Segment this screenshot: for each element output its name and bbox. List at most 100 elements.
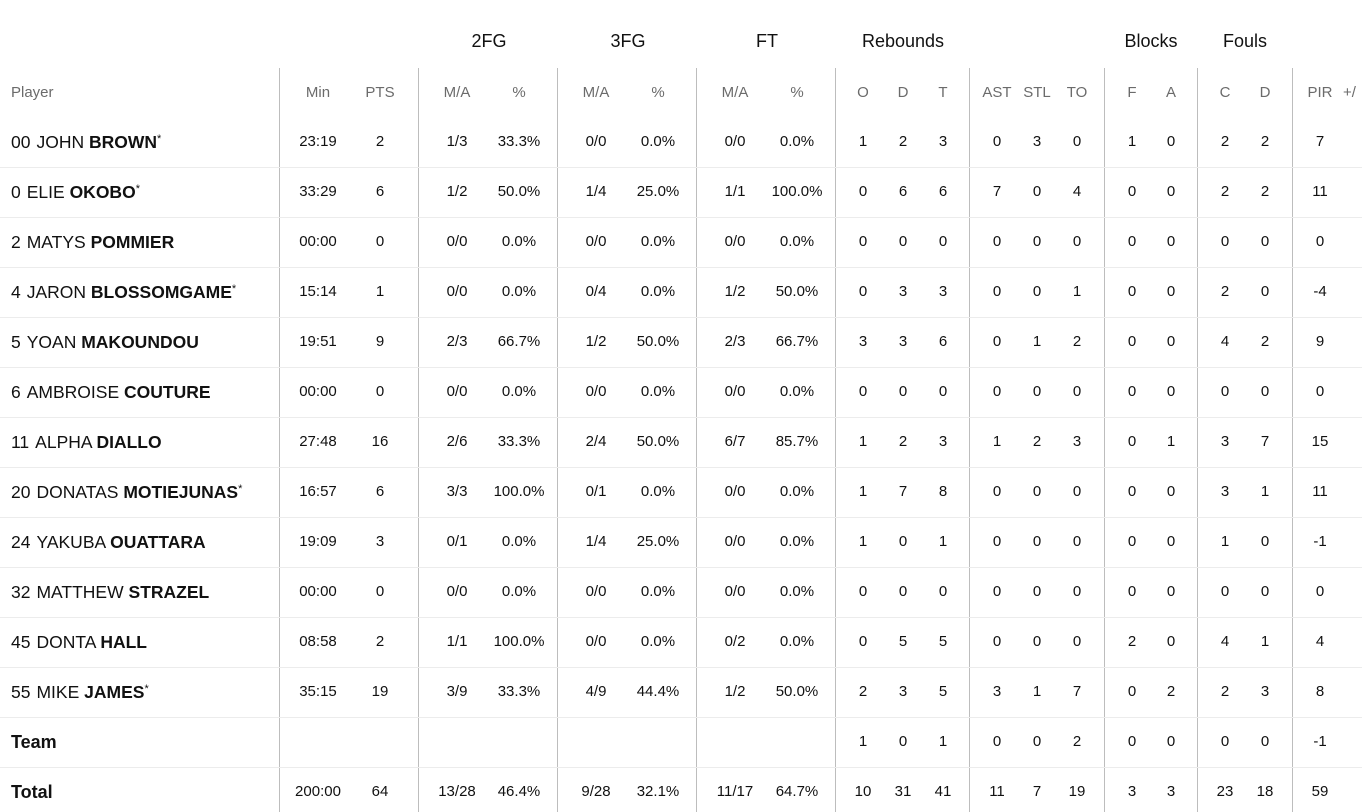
- player-name-link[interactable]: 4 JARON BLOSSOMGAME*: [11, 280, 236, 304]
- player-number: 20: [11, 482, 31, 502]
- stat-cell-pts: 6: [375, 483, 385, 500]
- header-3fg-pct[interactable]: %: [651, 84, 665, 101]
- stat-cell-foul-d: 2: [1260, 333, 1270, 350]
- header-stl[interactable]: STL: [1023, 84, 1051, 101]
- stat-cell-to: 2: [1072, 333, 1082, 350]
- stat-cell-fg2-ma: 3/3: [446, 483, 468, 500]
- row-divider: [0, 367, 1362, 368]
- stat-cell-ft-pct: 66.7%: [775, 333, 819, 350]
- player-name-link[interactable]: 55 MIKE JAMES*: [11, 680, 149, 704]
- player-first-name: MATTHEW: [36, 582, 124, 602]
- stat-cell-to: 7: [1072, 683, 1082, 700]
- stat-cell-reb-o: 1: [858, 483, 868, 500]
- header-reb-t[interactable]: T: [938, 84, 948, 101]
- stat-cell-reb-d: 2: [898, 133, 908, 150]
- stat-cell-ft-pct: 0.0%: [779, 583, 815, 600]
- header-pir[interactable]: PIR: [1307, 84, 1333, 101]
- header-plus-minus[interactable]: +/: [1343, 84, 1356, 101]
- stat-cell-fg3-pct: 25.0%: [636, 183, 680, 200]
- stat-cell-reb-d: 7: [898, 483, 908, 500]
- stat-cell-foul-d: 1: [1260, 483, 1270, 500]
- header-foul-c[interactable]: C: [1219, 84, 1231, 101]
- header-min[interactable]: Min: [305, 84, 331, 101]
- player-first-name: ELIE: [26, 182, 65, 202]
- player-name-link[interactable]: 45 DONTA HALL: [11, 630, 147, 654]
- player-name-link[interactable]: 2 MATYS POMMIER: [11, 230, 174, 254]
- stat-cell-reb-d: 2: [898, 433, 908, 450]
- header-ft-ma[interactable]: M/A: [721, 84, 749, 101]
- stat-cell-ft-pct: 85.7%: [775, 433, 819, 450]
- player-name-link[interactable]: 20 DONATAS MOTIEJUNAS*: [11, 480, 242, 504]
- column-divider: [279, 68, 280, 812]
- player-first-name: JARON: [26, 282, 87, 302]
- header-to[interactable]: TO: [1066, 84, 1088, 101]
- player-name-link[interactable]: 6 AMBROISE COUTURE: [11, 380, 211, 404]
- stat-cell-reb-d: 0: [898, 383, 908, 400]
- stat-cell-reb-o: 1: [858, 433, 868, 450]
- header-pts[interactable]: PTS: [365, 84, 395, 101]
- stat-cell-ft-pct: 0.0%: [779, 533, 815, 550]
- stat-cell-pir: -4: [1313, 283, 1327, 300]
- header-player[interactable]: Player: [11, 84, 54, 101]
- stat-cell-min: 27:48: [299, 433, 337, 450]
- player-last-name: MAKOUNDOU: [81, 332, 199, 352]
- stat-cell-foul-d: 3: [1260, 683, 1270, 700]
- stat-cell-foul-c: 2: [1220, 183, 1230, 200]
- stat-cell-ft-ma: 0/0: [724, 133, 746, 150]
- player-name-link[interactable]: 5 YOAN MAKOUNDOU: [11, 330, 199, 354]
- header-ft-pct[interactable]: %: [790, 84, 804, 101]
- stat-cell-ast: 0: [992, 133, 1002, 150]
- stat-cell-ast: 0: [992, 633, 1002, 650]
- stat-cell-fg2-ma: 1/1: [446, 633, 468, 650]
- player-last-name: STRAZEL: [128, 582, 210, 602]
- stat-cell-ast: 1: [992, 433, 1002, 450]
- stat-cell-blk-f: 0: [1127, 383, 1137, 400]
- stat-cell-reb-t: 0: [938, 383, 948, 400]
- row-divider: [0, 567, 1362, 568]
- stat-cell-ft-ma: 0/0: [724, 383, 746, 400]
- stat-cell-fg2-pct: 0.0%: [501, 283, 537, 300]
- stat-cell-fg3-pct: 0.0%: [640, 633, 676, 650]
- header-2fg-ma[interactable]: M/A: [443, 84, 471, 101]
- header-reb-o[interactable]: O: [857, 84, 869, 101]
- player-last-name: BLOSSOMGAME: [90, 282, 232, 302]
- stat-cell-ft-pct: 100.0%: [771, 183, 823, 200]
- stat-cell-pts: 19: [371, 683, 389, 700]
- player-first-name: AMBROISE: [26, 382, 120, 402]
- player-name-link[interactable]: 11 ALPHA DIALLO: [11, 430, 162, 454]
- player-first-name: YAKUBA: [36, 532, 106, 552]
- stat-cell-ft-ma: 1/1: [724, 183, 746, 200]
- stat-cell-blk-a: 0: [1166, 733, 1176, 750]
- stat-cell-pir: 59: [1311, 783, 1329, 800]
- header-2fg-pct[interactable]: %: [512, 84, 526, 101]
- header-blk-f[interactable]: F: [1127, 84, 1137, 101]
- stat-cell-fg3-ma: 0/0: [585, 633, 607, 650]
- header-reb-d[interactable]: D: [897, 84, 909, 101]
- player-number: 24: [11, 532, 31, 552]
- stat-cell-fg3-ma: 0/4: [585, 283, 607, 300]
- stat-cell-reb-d: 0: [898, 533, 908, 550]
- row-divider: [0, 217, 1362, 218]
- stat-cell-fg3-ma: 0/0: [585, 133, 607, 150]
- player-name-link[interactable]: 0 ELIE OKOBO*: [11, 180, 140, 204]
- column-divider: [835, 68, 836, 812]
- header-3fg-ma[interactable]: M/A: [582, 84, 610, 101]
- header-blk-a[interactable]: A: [1165, 84, 1176, 101]
- player-number: 5: [11, 332, 21, 352]
- stat-cell-ft-ma: 0/0: [724, 483, 746, 500]
- player-last-name: COUTURE: [124, 382, 211, 402]
- player-name-link[interactable]: 32 MATTHEW STRAZEL: [11, 580, 209, 604]
- player-name-link[interactable]: 00 JOHN BROWN*: [11, 130, 161, 154]
- header-foul-d[interactable]: D: [1259, 84, 1271, 101]
- stat-cell-ast: 7: [992, 183, 1002, 200]
- stat-cell-pts: 0: [375, 383, 385, 400]
- player-name-link[interactable]: 24 YAKUBA OUATTARA: [11, 530, 206, 554]
- column-divider: [557, 68, 558, 812]
- stat-cell-fg2-ma: 2/6: [446, 433, 468, 450]
- stat-cell-reb-d: 31: [894, 783, 912, 800]
- stat-cell-foul-c: 0: [1220, 233, 1230, 250]
- header-ast[interactable]: AST: [982, 84, 1012, 101]
- stat-cell-fg2-ma: 0/0: [446, 233, 468, 250]
- stat-cell-min: 15:14: [299, 283, 337, 300]
